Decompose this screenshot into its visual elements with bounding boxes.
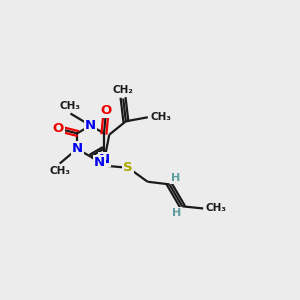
Text: N: N (85, 119, 96, 132)
Text: O: O (100, 104, 112, 117)
Text: CH₃: CH₃ (206, 203, 226, 214)
Text: H: H (172, 208, 181, 218)
Text: N: N (99, 153, 110, 166)
Text: H: H (171, 173, 180, 183)
Text: CH₂: CH₂ (113, 85, 134, 95)
Text: N: N (94, 156, 105, 169)
Text: CH₃: CH₃ (150, 112, 171, 122)
Text: CH₃: CH₃ (49, 166, 70, 176)
Text: CH₃: CH₃ (60, 101, 81, 111)
Text: S: S (124, 161, 133, 174)
Text: N: N (72, 142, 83, 155)
Text: O: O (52, 122, 64, 135)
